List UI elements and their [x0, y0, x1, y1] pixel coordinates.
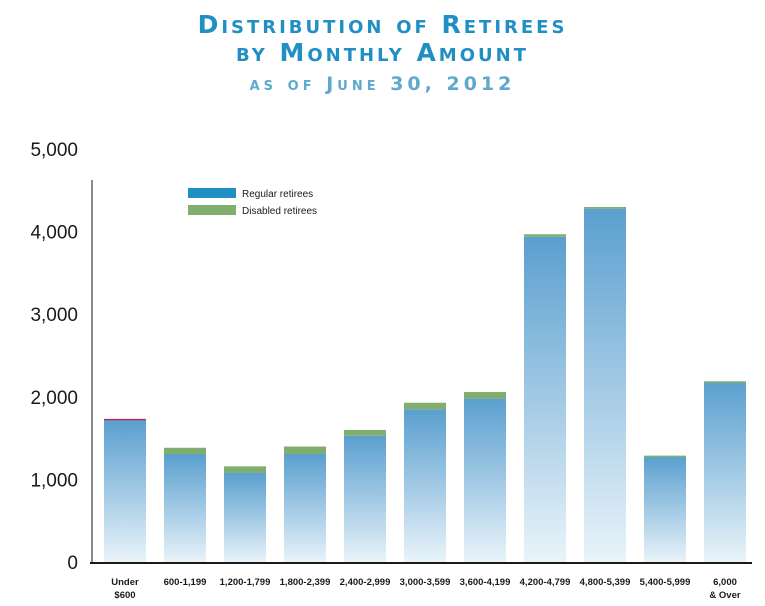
bar-regular-retirees	[164, 453, 206, 563]
bar-disabled-retirees	[284, 446, 326, 454]
bar-regular-retirees	[104, 420, 146, 563]
x-tick-label: 1,800-2,399	[280, 577, 331, 588]
y-tick-label: 1,000	[30, 470, 78, 491]
bar-disabled-retirees	[164, 447, 206, 454]
y-tick-label: 2,000	[30, 388, 78, 409]
legend: Regular retirees Disabled retirees	[188, 188, 317, 217]
bar-disabled-retirees	[524, 234, 566, 237]
x-tick-label: 1,200-1,799	[220, 577, 271, 588]
bar-disabled-retirees	[404, 402, 446, 410]
x-tick-label: 4,200-4,799	[520, 577, 571, 588]
bar-disabled-retirees	[464, 392, 506, 399]
legend-swatch-regular	[188, 188, 236, 198]
x-tick-label: 4,800-5,399	[580, 577, 631, 588]
x-tick-label: 5,400-5,999	[640, 577, 691, 588]
x-tick-label: 3,000-3,599	[400, 577, 451, 588]
chart-title-line2: by Monthly Amount	[236, 38, 529, 67]
bar-regular-retirees	[644, 456, 686, 563]
x-tick-label: 6,000 & Over	[709, 577, 740, 601]
bar-regular-retirees	[524, 236, 566, 564]
bar-disabled-retirees	[224, 466, 266, 473]
bar-regular-retirees	[404, 409, 446, 563]
y-tick-label: 4,000	[30, 223, 78, 244]
bar-regular-retirees	[284, 453, 326, 563]
x-tick-label: 3,600-4,199	[460, 577, 511, 588]
chart-title-line1: Distribution of Retirees	[197, 10, 568, 39]
y-tick-label: 5,000	[30, 140, 78, 161]
bar-regular-retirees	[464, 398, 506, 563]
bar-disabled-retirees	[104, 418, 146, 421]
bar-regular-retirees	[224, 472, 266, 563]
bar-regular-retirees	[344, 435, 386, 563]
bar-regular-retirees	[584, 208, 626, 563]
bar-disabled-retirees	[644, 455, 686, 458]
x-tick-label: 600-1,199	[164, 577, 207, 588]
legend-swatch-disabled	[188, 205, 236, 215]
bar-regular-retirees	[704, 382, 746, 563]
bar-disabled-retirees	[344, 430, 386, 436]
x-tick-label: 2,400-2,999	[340, 577, 391, 588]
chart-subtitle: as of June 30, 2012	[249, 73, 516, 95]
bar-disabled-retirees	[584, 206, 626, 209]
legend-label-disabled: Disabled retirees	[242, 206, 317, 217]
y-tick-label: 0	[67, 553, 78, 574]
y-tick-label: 3,000	[30, 305, 78, 326]
legend-label-regular: Regular retirees	[242, 189, 313, 200]
x-tick-label: Under $600	[111, 577, 139, 601]
bar-disabled-retirees	[704, 381, 746, 383]
